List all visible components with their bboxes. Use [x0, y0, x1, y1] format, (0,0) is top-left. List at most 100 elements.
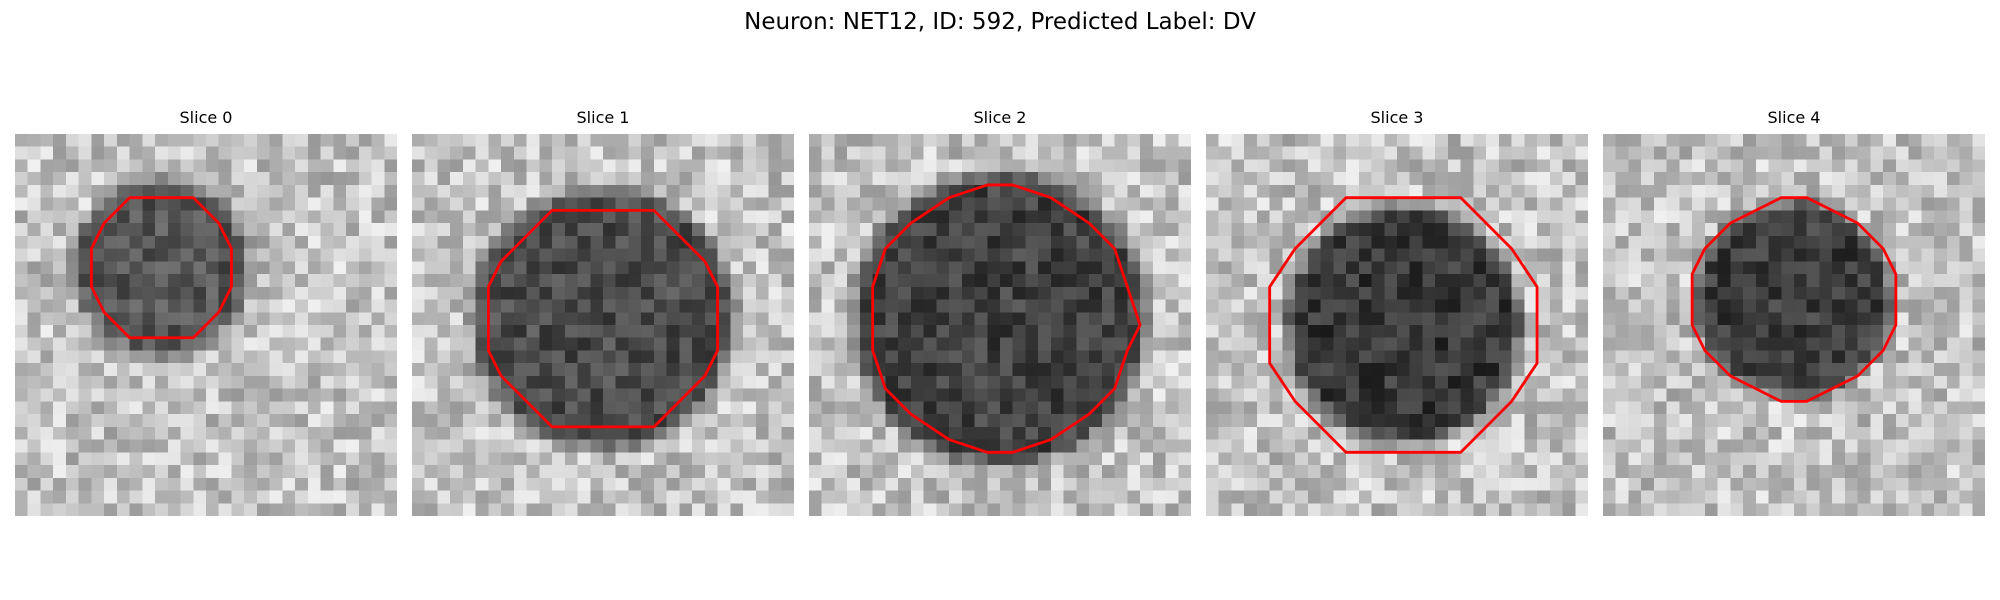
- pixel: [1269, 235, 1283, 249]
- pixel: [1653, 414, 1667, 428]
- pixel: [244, 210, 258, 224]
- pixel: [1178, 465, 1191, 479]
- pixel: [1692, 350, 1706, 364]
- pixel: [129, 159, 143, 173]
- pixel: [704, 172, 718, 186]
- pixel: [1524, 134, 1538, 147]
- pixel: [1089, 261, 1103, 275]
- pixel: [692, 401, 706, 415]
- pixel: [1498, 274, 1512, 288]
- pixel: [333, 477, 347, 491]
- pixel: [628, 363, 642, 377]
- pixel: [295, 477, 309, 491]
- pixel: [910, 248, 924, 262]
- pixel: [834, 363, 848, 377]
- pixel: [1972, 299, 1985, 313]
- pixel: [859, 248, 873, 262]
- pixel: [1819, 261, 1833, 275]
- pixel: [167, 184, 181, 198]
- pixel: [1934, 350, 1948, 364]
- pixel: [244, 375, 258, 389]
- pixel: [1679, 184, 1693, 198]
- pixel: [1089, 465, 1103, 479]
- pixel: [155, 312, 169, 326]
- pixel: [1806, 426, 1820, 440]
- pixel: [1409, 363, 1423, 377]
- pixel: [1653, 146, 1667, 160]
- pixel: [333, 439, 347, 453]
- pixel: [346, 490, 360, 504]
- pixel: [1832, 337, 1846, 351]
- pixel: [1628, 337, 1642, 351]
- pixel: [1794, 375, 1807, 389]
- pixel: [1755, 184, 1769, 198]
- pixel: [1140, 337, 1154, 351]
- pixel: [450, 439, 464, 453]
- pixel: [501, 274, 515, 288]
- pixel: [1346, 325, 1360, 338]
- pixel: [40, 325, 54, 338]
- pixel: [1717, 439, 1731, 453]
- pixel: [1883, 388, 1897, 402]
- pixel: [1549, 134, 1563, 147]
- pixel: [1628, 223, 1642, 237]
- pixel: [936, 337, 950, 351]
- pixel: [1371, 235, 1385, 249]
- pixel: [1844, 401, 1858, 415]
- pixel: [1549, 503, 1563, 516]
- pixel: [1152, 401, 1166, 415]
- pixel: [564, 401, 578, 415]
- pixel: [1140, 350, 1154, 364]
- pixel: [539, 477, 553, 491]
- pixel: [1946, 274, 1960, 288]
- pixel: [923, 401, 937, 415]
- pixel: [282, 477, 296, 491]
- pixel: [1653, 477, 1667, 491]
- pixel: [412, 248, 425, 262]
- pixel: [155, 325, 169, 338]
- pixel: [142, 223, 156, 237]
- pixel: [218, 197, 232, 211]
- pixel: [1575, 172, 1588, 186]
- pixel: [577, 223, 591, 237]
- pixel: [961, 350, 975, 364]
- pixel: [743, 235, 757, 249]
- pixel: [1050, 312, 1064, 326]
- pixel: [1307, 286, 1321, 300]
- pixel: [1063, 465, 1077, 479]
- pixel: [53, 286, 67, 300]
- pixel: [116, 477, 130, 491]
- pixel: [307, 350, 321, 364]
- pixel: [513, 401, 527, 415]
- pixel: [755, 490, 769, 504]
- pixel: [180, 159, 194, 173]
- pixel: [462, 490, 476, 504]
- pixel: [206, 426, 219, 440]
- pixel: [679, 465, 693, 479]
- pixel: [1819, 350, 1833, 364]
- pixel: [730, 312, 744, 326]
- pixel: [475, 363, 489, 377]
- pixel: [821, 325, 835, 338]
- pixel: [1076, 197, 1090, 211]
- pixel: [603, 388, 616, 402]
- pixel: [1140, 286, 1154, 300]
- pixel: [437, 286, 451, 300]
- pixel: [371, 452, 385, 466]
- pixel: [27, 465, 41, 479]
- pixel: [1959, 299, 1973, 313]
- pixel: [53, 159, 67, 173]
- pixel: [1498, 465, 1512, 479]
- pixel: [1537, 235, 1551, 249]
- pixel: [1972, 477, 1985, 491]
- pixel: [923, 503, 937, 516]
- pixel: [1959, 172, 1973, 186]
- pixel: [653, 490, 667, 504]
- pixel: [1371, 439, 1385, 453]
- pixel: [333, 325, 347, 338]
- pixel: [295, 375, 309, 389]
- pixel: [974, 363, 988, 377]
- pixel: [936, 325, 950, 338]
- pixel: [526, 325, 540, 338]
- pixel: [1089, 248, 1103, 262]
